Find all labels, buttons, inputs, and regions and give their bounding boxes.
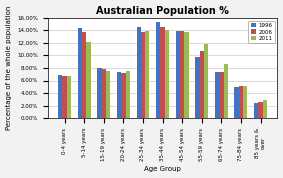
- Bar: [160, 27, 165, 118]
- Bar: [97, 68, 102, 118]
- Bar: [204, 44, 208, 118]
- Bar: [263, 100, 267, 118]
- Bar: [86, 42, 91, 118]
- Y-axis label: Percentage of the whole population: Percentage of the whole population: [6, 6, 12, 130]
- Bar: [258, 103, 263, 118]
- Bar: [145, 31, 149, 118]
- Bar: [195, 57, 200, 118]
- Bar: [165, 30, 169, 118]
- Bar: [67, 76, 71, 118]
- Bar: [219, 72, 224, 118]
- Title: Australian Population %: Australian Population %: [96, 6, 229, 15]
- Bar: [78, 28, 82, 118]
- Bar: [136, 27, 141, 118]
- Bar: [200, 51, 204, 118]
- Bar: [235, 87, 239, 118]
- Bar: [106, 71, 110, 118]
- Bar: [117, 72, 121, 118]
- Bar: [254, 103, 258, 118]
- Legend: 1996, 2006, 2011: 1996, 2006, 2011: [248, 20, 275, 43]
- Bar: [126, 71, 130, 118]
- Bar: [63, 76, 67, 118]
- Bar: [239, 85, 243, 118]
- Bar: [215, 72, 219, 118]
- X-axis label: Age Group: Age Group: [144, 166, 181, 172]
- Bar: [121, 73, 126, 118]
- Bar: [176, 31, 180, 118]
- Bar: [224, 64, 228, 118]
- Bar: [141, 32, 145, 118]
- Bar: [58, 75, 63, 118]
- Bar: [243, 85, 247, 118]
- Bar: [156, 22, 160, 118]
- Bar: [102, 69, 106, 118]
- Bar: [82, 32, 86, 118]
- Bar: [180, 31, 184, 118]
- Bar: [184, 32, 189, 118]
